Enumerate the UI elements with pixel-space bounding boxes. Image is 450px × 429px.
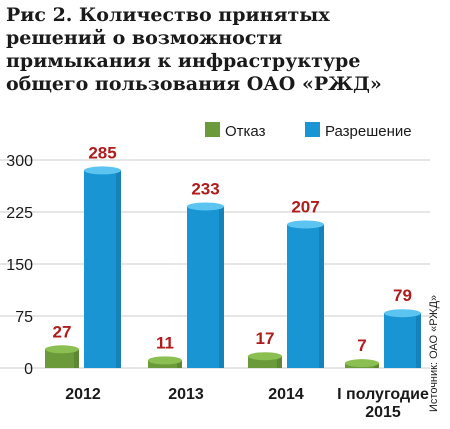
value-label: 79 [393, 286, 412, 305]
bar-shade [374, 363, 379, 368]
bar-top [248, 352, 282, 361]
value-label: 207 [291, 197, 319, 216]
bar-shade [277, 356, 282, 368]
value-label: 27 [53, 322, 72, 341]
bar-body [384, 313, 421, 368]
y-tick-label: 0 [24, 361, 33, 378]
bar-permit [187, 202, 224, 368]
bar-shade [416, 313, 421, 368]
bar-shade [177, 360, 182, 368]
legend: Отказ Разрешение [205, 122, 412, 140]
bar-shade [319, 224, 324, 368]
bar-permit [384, 309, 421, 368]
value-label: 7 [357, 336, 366, 355]
bar-top [84, 166, 121, 175]
bars [45, 166, 421, 368]
legend-label: Отказ [225, 123, 266, 140]
bar-body [287, 224, 324, 368]
y-tick-label: 225 [6, 205, 33, 222]
x-tick-label: 2012 [65, 386, 101, 403]
bar-refusal [345, 359, 379, 368]
bar-top [45, 345, 79, 354]
value-label: 285 [88, 143, 116, 162]
legend-label: Разрешение [325, 123, 412, 140]
value-label: 17 [256, 329, 275, 348]
bar-permit [287, 220, 324, 368]
y-tick-label: 75 [15, 309, 33, 326]
bar-shade [116, 170, 121, 368]
x-tick-label: 2014 [268, 386, 304, 403]
x-axis: 2012 2013 2014 I полугодие 2015 [65, 386, 429, 421]
bar-permit [84, 166, 121, 368]
bar-body [84, 170, 121, 368]
legend-swatch [305, 122, 320, 137]
bar-top [384, 309, 421, 318]
bar-body [45, 349, 79, 368]
value-label: 233 [191, 179, 219, 198]
y-tick-label: 300 [6, 153, 33, 170]
bar-refusal [45, 345, 79, 368]
value-label: 11 [156, 333, 174, 352]
value-labels: 27 285 11 233 17 207 7 79 [53, 143, 412, 355]
bar-top [287, 220, 324, 229]
bar-top [187, 202, 224, 211]
bar-top [148, 356, 182, 365]
bar-refusal [148, 356, 182, 368]
bar-shade [74, 349, 79, 368]
y-tick-label: 150 [6, 257, 33, 274]
bar-refusal [248, 352, 282, 368]
bar-top [345, 359, 379, 368]
legend-swatch [205, 122, 220, 137]
bar-body [187, 206, 224, 368]
bar-shade [219, 206, 224, 368]
bar-body [248, 356, 282, 368]
y-axis: 300 225 150 75 0 [6, 153, 33, 378]
x-tick-label: I полугодие 2015 [337, 386, 429, 421]
chart-title: Рис 2. Количество принятых решений о воз… [6, 4, 382, 95]
source-note: Источник: ОАО «РЖД» [428, 294, 440, 412]
x-tick-label: 2013 [168, 386, 204, 403]
